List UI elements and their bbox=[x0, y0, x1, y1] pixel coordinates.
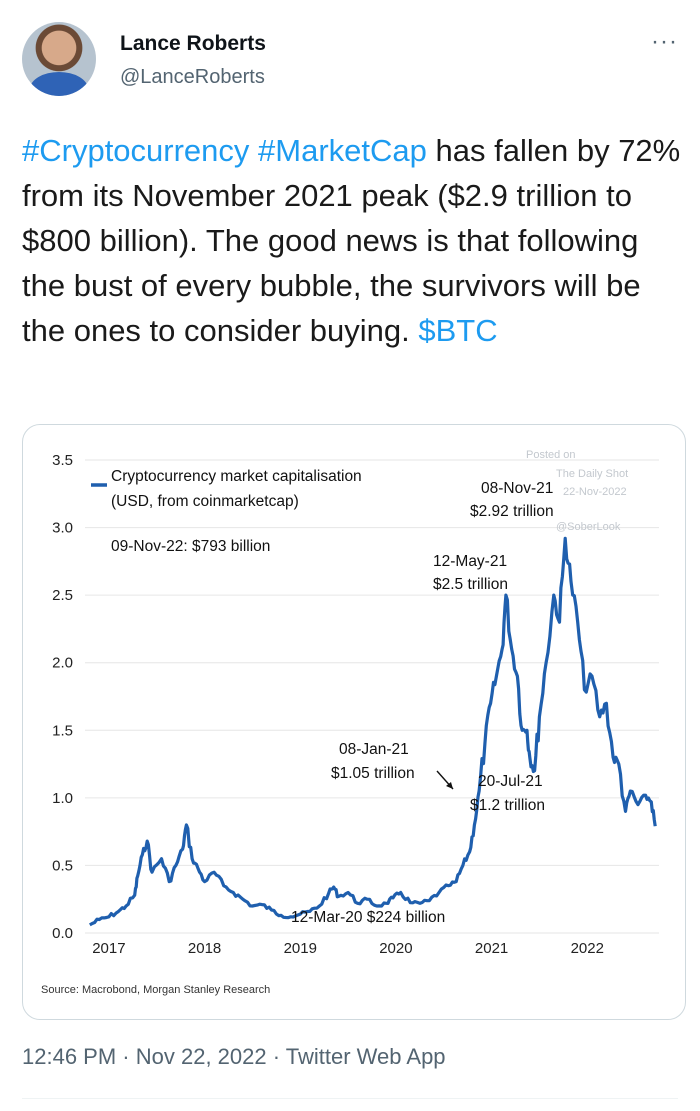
x-tick-label: 2020 bbox=[379, 940, 412, 957]
watermark-line1: Posted on bbox=[526, 449, 576, 461]
legend-label: Cryptocurrency market capitalisation bbox=[111, 468, 362, 485]
y-tick-label: 2.0 bbox=[52, 655, 73, 672]
watermark-line2: The Daily Shot bbox=[556, 468, 628, 480]
annotation-may21-date: 12-May-21 bbox=[433, 553, 507, 570]
annotation-jan21-arrowhead bbox=[446, 782, 453, 789]
cashtag-btc[interactable]: $BTC bbox=[418, 313, 498, 348]
y-axis-ticks: 3.5 3.0 2.5 2.0 1.5 1.0 0.5 0.0 bbox=[52, 452, 73, 942]
chart-note: 09-Nov-22: $793 billion bbox=[111, 538, 270, 555]
more-options-icon[interactable]: ··· bbox=[651, 28, 678, 55]
y-tick-label: 3.0 bbox=[52, 520, 73, 537]
legend-sublabel: (USD, from coinmarketcap) bbox=[111, 493, 299, 510]
x-axis-ticks: 2017 2018 2019 2020 2021 2022 bbox=[92, 940, 604, 957]
author-handle[interactable]: @LanceRoberts bbox=[120, 66, 265, 88]
tweet-date[interactable]: Nov 22, 2022 bbox=[135, 1044, 267, 1069]
author-avatar[interactable] bbox=[22, 22, 96, 96]
annotation-may21-value: $2.5 trillion bbox=[433, 576, 508, 593]
x-tick-label: 2022 bbox=[571, 940, 604, 957]
divider bbox=[22, 1098, 678, 1099]
y-tick-label: 0.0 bbox=[52, 925, 73, 942]
y-tick-label: 1.0 bbox=[52, 790, 73, 807]
watermark-line4: @SoberLook bbox=[556, 521, 621, 533]
chart-gridlines bbox=[85, 459, 659, 934]
hashtag-cryptocurrency[interactable]: #Cryptocurrency bbox=[22, 133, 250, 168]
tweet-text: #Cryptocurrency #MarketCap has fallen by… bbox=[22, 128, 682, 353]
series-line-market-cap bbox=[88, 536, 657, 927]
y-tick-label: 3.5 bbox=[52, 452, 73, 469]
tweet-media-chart[interactable]: 3.5 3.0 2.5 2.0 1.5 1.0 0.5 0.0 2017 2018 2019 202… bbox=[22, 424, 686, 1020]
y-tick-label: 0.5 bbox=[52, 857, 73, 874]
market-cap-chart: 3.5 3.0 2.5 2.0 1.5 1.0 0.5 0.0 2017 2018 2019 202… bbox=[41, 449, 659, 996]
avatar-shirt bbox=[30, 72, 88, 96]
x-tick-label: 2017 bbox=[92, 940, 125, 957]
chart-source: Source: Macrobond, Morgan Stanley Resear… bbox=[41, 984, 270, 996]
annotation-jan21-date: 08-Jan-21 bbox=[339, 741, 409, 758]
y-tick-label: 1.5 bbox=[52, 722, 73, 739]
tweet-body: has fallen by 72% from its November 2021… bbox=[22, 133, 681, 348]
meta-separator: · bbox=[116, 1044, 136, 1069]
annotation-jan21-value: $1.05 trillion bbox=[331, 765, 415, 782]
x-tick-label: 2021 bbox=[475, 940, 508, 957]
annotation-nov21-value: $2.92 trillion bbox=[470, 503, 554, 520]
tweet-time[interactable]: 12:46 PM bbox=[22, 1044, 117, 1069]
tweet-meta: 12:46 PM · Nov 22, 2022 · Twitter Web Ap… bbox=[22, 1044, 446, 1070]
y-tick-label: 2.5 bbox=[52, 587, 73, 604]
annotation-jul21-date: 20-Jul-21 bbox=[478, 773, 543, 790]
author-display-name[interactable]: Lance Roberts bbox=[120, 32, 266, 55]
x-tick-label: 2018 bbox=[188, 940, 221, 957]
annotation-nov21-date: 08-Nov-21 bbox=[481, 480, 553, 497]
meta-separator: · bbox=[266, 1044, 286, 1069]
annotation-jul21-value: $1.2 trillion bbox=[470, 797, 545, 814]
hashtag-marketcap[interactable]: #MarketCap bbox=[258, 133, 427, 168]
annotation-mar20: 12-Mar-20 $224 billion bbox=[291, 909, 445, 926]
watermark-line3: 22-Nov-2022 bbox=[563, 486, 627, 498]
tweet-client[interactable]: Twitter Web App bbox=[285, 1044, 446, 1069]
x-tick-label: 2019 bbox=[284, 940, 317, 957]
